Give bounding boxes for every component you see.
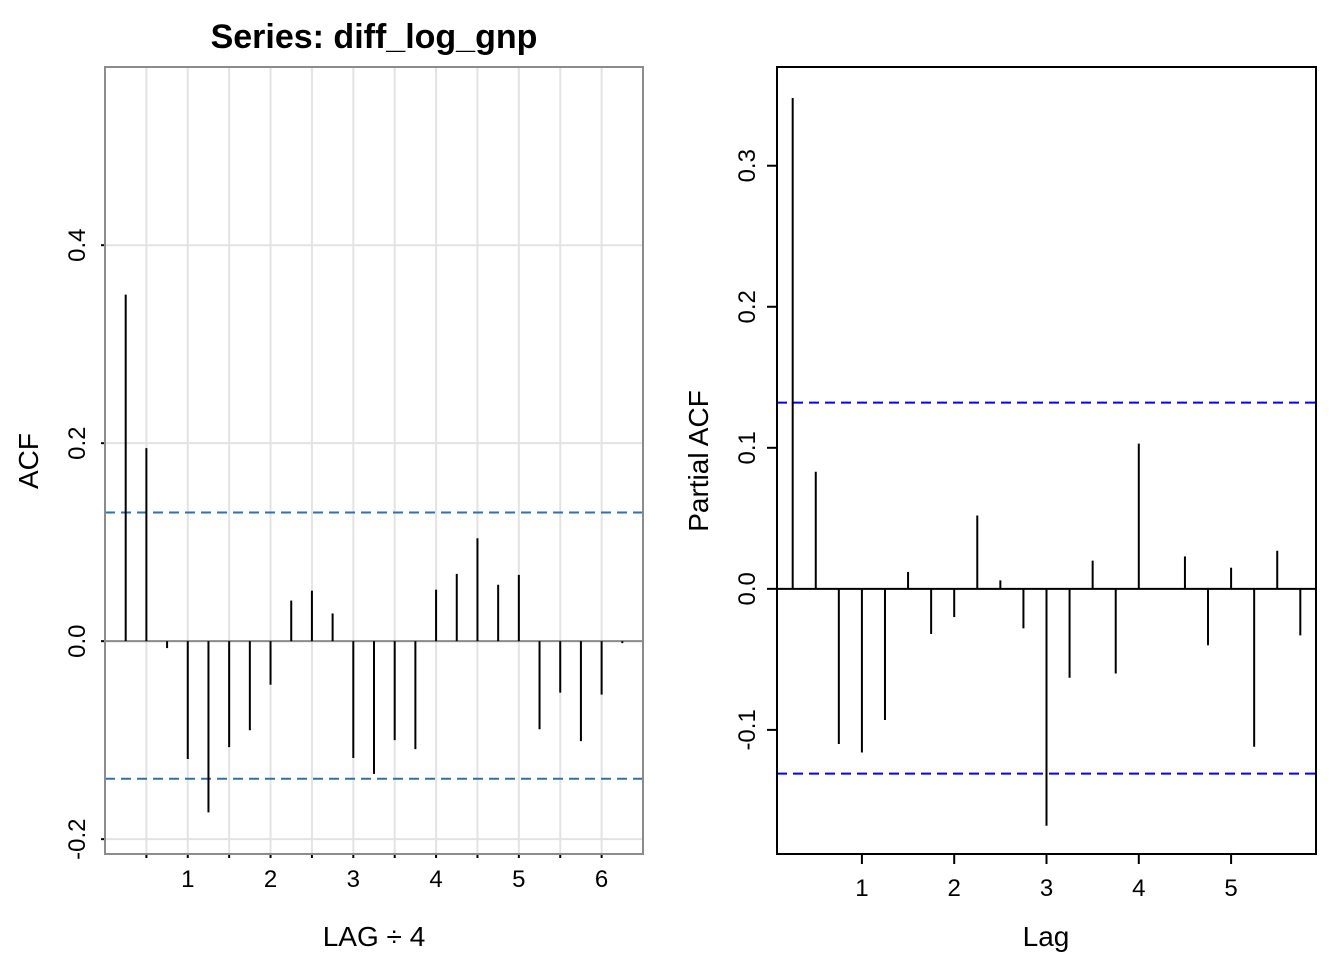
pacf-y-axis: -0.1 0.0 0.1 0.2 0.3 (734, 149, 777, 751)
acf-bars (105, 294, 643, 813)
x-tick-label: 1 (181, 866, 194, 893)
pacf-y-axis-label: Partial ACF (683, 390, 714, 532)
x-tick-label: 2 (264, 866, 277, 893)
x-tick-label: 4 (429, 866, 442, 893)
x-tick-label: 5 (512, 866, 525, 893)
y-tick-label: 0.4 (64, 229, 91, 262)
pacf-x-axis: 1 2 3 4 5 (855, 854, 1238, 902)
y-tick-label: 0.2 (64, 426, 91, 459)
pacf-panel: 1 2 3 4 5 -0.1 0.0 0.1 0.2 0.3 Lag Partial ACF (683, 66, 1317, 952)
y-tick-label: 0.0 (734, 572, 761, 605)
y-tick-label: 0.3 (734, 149, 761, 182)
x-tick-label: 2 (948, 875, 961, 902)
x-tick-label: 4 (1132, 875, 1145, 902)
pacf-plot-frame (776, 66, 1317, 855)
x-tick-label: 3 (347, 866, 360, 893)
pacf-confidence-bounds (777, 401, 1316, 775)
x-tick-label: 3 (1040, 875, 1053, 902)
acf-x-axis-label: LAG ÷ 4 (323, 921, 426, 952)
y-tick-label: 0.2 (734, 290, 761, 323)
acf-x-axis: 1 2 3 4 5 6 (145, 854, 608, 893)
x-tick-label: 1 (855, 875, 868, 902)
pacf-x-axis-label: Lag (1023, 921, 1070, 952)
acf-title: Series: diff_log_gnp (211, 18, 538, 56)
y-tick-label: 0.0 (64, 624, 91, 657)
acf-confidence-bounds (105, 511, 643, 780)
acf-y-axis: -0.2 0.0 0.2 0.4 (64, 229, 105, 860)
x-tick-label: 6 (595, 866, 608, 893)
acf-y-axis-label: ACF (13, 433, 44, 489)
acf-plot-frame (104, 66, 644, 855)
y-tick-label: -0.1 (734, 709, 761, 750)
acf-panel: Series: diff_log_gnp 1 2 3 4 5 6 -0.2 0.0 0.2 0.… (13, 18, 644, 952)
y-tick-label: 0.1 (734, 431, 761, 464)
x-tick-label: 5 (1224, 875, 1237, 902)
pacf-bars (777, 98, 1316, 826)
y-tick-label: -0.2 (64, 818, 91, 859)
